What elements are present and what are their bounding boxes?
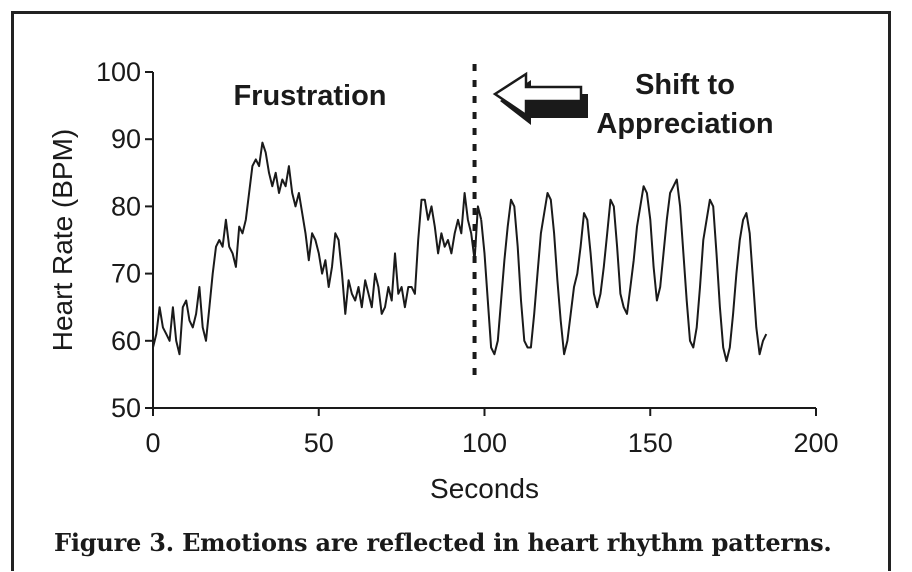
x-tick-label: 50 [304,428,334,458]
series-line-1 [152,141,483,356]
y-tick-label: 80 [111,191,141,221]
shift-label-line1: Shift to [635,69,735,101]
y-tick-label: 70 [111,259,141,289]
figure-caption: Figure 3. Emotions are reflected in hear… [54,528,832,557]
y-tick-label: 50 [111,393,141,423]
x-tick-label: 200 [793,428,838,458]
y-tick-label: 60 [111,326,141,356]
series-layer [152,141,768,362]
shift-label-line2: Appreciation [596,108,773,140]
y-tick-label: 100 [96,57,141,87]
y-axis-title: Heart Rate (BPM) [47,129,78,352]
annotation-layer: Frustration Shift to Appreciation [233,69,773,140]
figure-frame [11,11,891,571]
x-tick-label: 100 [462,428,507,458]
left-arrow-icon [492,71,588,125]
y-tick-label: 90 [111,124,141,154]
x-axis-title: Seconds [430,473,539,504]
x-tick-label: 150 [628,428,673,458]
axes [145,64,817,416]
frustration-label: Frustration [233,80,386,112]
series-line-2 [480,178,768,362]
x-tick-label: 0 [145,428,160,458]
